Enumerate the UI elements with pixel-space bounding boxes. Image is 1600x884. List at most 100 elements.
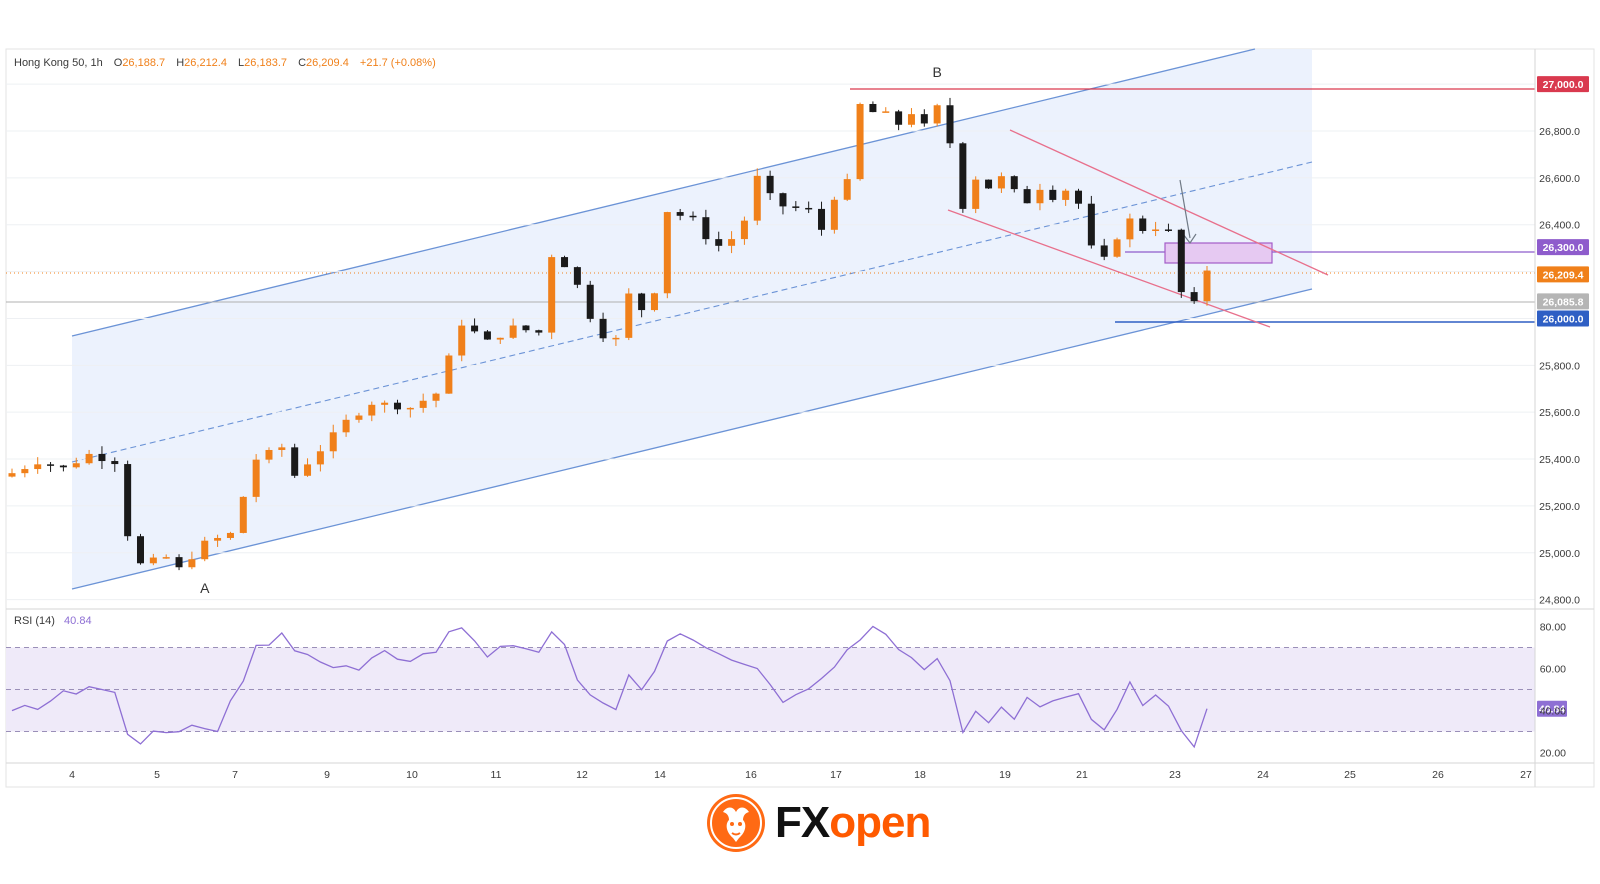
candle-body (355, 415, 363, 420)
candle-body (509, 325, 517, 338)
candle-body (1126, 218, 1134, 240)
candle-body (1049, 189, 1057, 200)
price-label-text: 26,085.8 (1543, 296, 1584, 308)
price-label-badge (1537, 239, 1589, 256)
candle-body (573, 267, 581, 285)
high-value: 26,212.4 (184, 57, 227, 69)
time-tick-label: 14 (654, 769, 666, 781)
open-value: 26,188.7 (122, 57, 165, 69)
candle-body (985, 179, 993, 189)
candle-body (843, 179, 851, 200)
brand-fx: FX (775, 798, 830, 847)
time-tick-label: 4 (69, 769, 75, 781)
candle-body (586, 284, 594, 319)
candle-body (715, 239, 723, 246)
candle-body (1100, 245, 1108, 257)
candle-body (856, 103, 864, 180)
high-label: H (176, 57, 184, 69)
symbol-label: Hong Kong 50, 1h (14, 57, 103, 69)
arrow-down-head (1182, 233, 1197, 245)
price-tick-label: 25,200.0 (1539, 501, 1580, 513)
rsi-pane: 40.84 (6, 625, 1567, 749)
close-value: 26,209.4 (306, 57, 349, 69)
candle-body (561, 257, 569, 268)
price-label-text: 27,000.0 (1543, 79, 1584, 91)
time-axis[interactable]: 4 5 7 9 10 11 12 14 16 17 18 19 21 23 24 25 26 27 (69, 769, 1532, 781)
candle-body (1087, 203, 1095, 246)
channel-lower-line (71, 288, 1313, 590)
time-tick-label: 25 (1344, 769, 1356, 781)
change-value: +21.7 (+0.08%) (360, 57, 436, 69)
fxopen-logo: FXopen (705, 792, 931, 854)
time-tick-label: 24 (1257, 769, 1269, 781)
time-tick-label: 7 (232, 769, 238, 781)
candle-body (779, 193, 787, 207)
time-tick-label: 11 (491, 769, 502, 781)
candle-body (972, 179, 980, 209)
candle-body (625, 293, 633, 338)
candle-body (34, 464, 42, 470)
candle-body (1190, 292, 1198, 302)
candle-body (368, 404, 376, 416)
price-tick-label: 26,400.0 (1539, 220, 1580, 232)
candle-body (304, 464, 312, 476)
candle-body (458, 325, 466, 356)
candle-body (599, 318, 607, 339)
candle-body (548, 257, 556, 333)
candle-body (676, 212, 684, 216)
price-label-badge (1537, 310, 1589, 327)
candle-body (1113, 239, 1121, 257)
candle-body (483, 331, 491, 340)
candle-body (792, 206, 800, 208)
candle-body (959, 143, 967, 209)
candle-body (997, 176, 1005, 189)
candle-body (1023, 189, 1031, 204)
candle-body (663, 212, 671, 294)
wave-label-b: B (932, 64, 941, 80)
candle-body (830, 199, 838, 230)
rsi-tick-label: 20.00 (1540, 748, 1566, 760)
candle-body (535, 330, 543, 333)
price-tick-label: 25,400.0 (1539, 454, 1580, 466)
descending-channel (947, 129, 1329, 328)
rsi-value-badge (1537, 700, 1567, 717)
time-tick-label: 18 (914, 769, 926, 781)
candle-body (124, 464, 132, 537)
candle-body (98, 453, 106, 462)
candle-body (188, 559, 196, 568)
candle-body (1010, 176, 1018, 190)
candle-body (702, 217, 710, 240)
candle-body (907, 114, 915, 125)
candle-body (805, 207, 813, 210)
candle-body (201, 540, 209, 560)
rsi-tick-label: 40.00 (1540, 706, 1566, 718)
low-value: 26,183.7 (244, 57, 287, 69)
channel-upper-line (71, 48, 1256, 337)
candle-body (895, 111, 903, 125)
price-label-text: 26,300.0 (1543, 242, 1584, 254)
candle-body (522, 325, 530, 331)
candle-body (265, 449, 273, 460)
candle-body (47, 464, 55, 466)
candle-body (1139, 218, 1147, 231)
candle-body (381, 402, 389, 405)
rsi-header: RSI (14) 40.84 (14, 615, 92, 627)
price-label-badge (1537, 266, 1589, 283)
candle-body (1164, 229, 1172, 231)
descending-lower-line (947, 209, 1271, 328)
brand-wordmark: FXopen (775, 792, 931, 854)
candle-body (149, 557, 157, 564)
resistance-zone (1164, 242, 1273, 264)
price-tick-label: 26,800.0 (1539, 126, 1580, 138)
candle-body (1177, 229, 1185, 293)
candle-body (393, 402, 401, 410)
candle-body (882, 111, 890, 113)
candle-body (278, 447, 286, 450)
time-tick-label: 9 (324, 769, 330, 781)
price-tick-label: 26,600.0 (1539, 173, 1580, 185)
candle-body (869, 103, 877, 113)
time-tick-label: 21 (1076, 769, 1088, 781)
candle-body (445, 355, 453, 394)
candle-body (612, 337, 620, 340)
candle-body (111, 461, 119, 465)
